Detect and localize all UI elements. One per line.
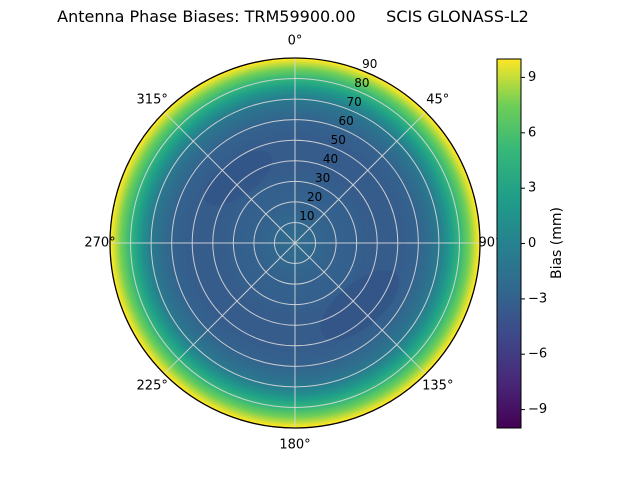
grid-spoke <box>294 242 427 375</box>
theta-label: 270° <box>84 236 115 251</box>
colorbar <box>496 58 522 429</box>
colorbar-ticks: 9 6 3 0 −3 −6 −9 <box>521 70 547 417</box>
theta-label: 45° <box>426 93 449 108</box>
theta-label: 90° <box>478 236 501 251</box>
radial-tick-label: 50 <box>331 133 346 147</box>
radial-tick-label: 30 <box>315 171 330 185</box>
colorbar-tick-label: 0 <box>528 236 536 251</box>
colorbar-tick-label: −6 <box>528 347 547 362</box>
chart-title: Antenna Phase Biases: TRM59900.00 SCIS G… <box>57 7 529 26</box>
radial-tick-label: 70 <box>346 95 361 109</box>
colorbar-tick-label: 3 <box>528 181 536 196</box>
dark-anomaly <box>320 269 400 341</box>
plot-edge <box>109 57 481 429</box>
radial-tick-label: 80 <box>354 76 369 90</box>
grid-spoke <box>163 242 296 375</box>
theta-label: 315° <box>137 93 168 108</box>
grid-spoke <box>294 111 427 244</box>
theta-labels: 0° 45° 90° 135° 180° 225° 270° 315° <box>84 34 501 453</box>
colorbar-tick-label: −3 <box>528 291 547 306</box>
colorbar-tick-label: −9 <box>528 402 547 417</box>
grid-spoke <box>163 111 296 244</box>
polar-grid <box>109 57 481 429</box>
radial-tick-label: 20 <box>307 190 322 204</box>
theta-label: 225° <box>137 378 168 393</box>
radial-tick-label: 90 <box>362 57 377 71</box>
heatmap-anomalies <box>203 150 400 341</box>
dark-anomaly <box>203 150 273 206</box>
radial-tick-label: 60 <box>339 114 354 128</box>
colorbar-tick-label: 6 <box>528 125 536 140</box>
colorbar-label: Bias (mm) <box>549 207 565 279</box>
theta-label: 180° <box>279 438 310 453</box>
theta-label: 135° <box>422 378 453 393</box>
radial-tick-label: 10 <box>299 209 314 223</box>
radial-tick-label: 40 <box>323 152 338 166</box>
radial-tick-labels: 10 20 30 40 50 60 70 80 90 <box>299 57 377 223</box>
theta-label: 0° <box>288 34 303 49</box>
colorbar-tick-label: 9 <box>528 70 536 85</box>
